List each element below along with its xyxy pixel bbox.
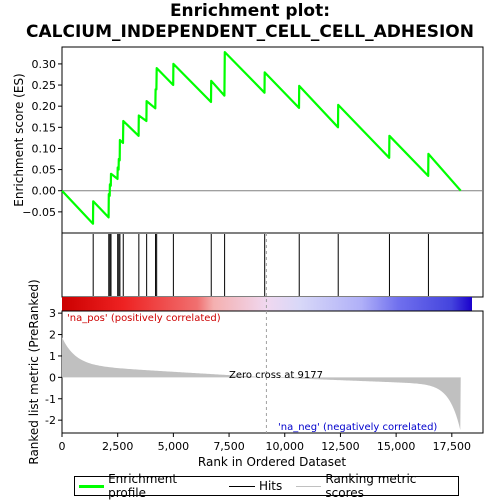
x-axis-label: Rank in Ordered Dataset xyxy=(198,455,346,469)
es-y-tick-label: 0.10 xyxy=(32,142,57,155)
x-tick-label: 0 xyxy=(59,440,66,453)
legend-label-hits: Hits xyxy=(259,479,282,493)
x-tick-label: 17,500 xyxy=(433,440,472,453)
metric-y-axis-label: Ranked list metric (PreRanked) xyxy=(27,279,41,464)
x-tick-label: 7,500 xyxy=(213,440,245,453)
legend-label-metric: Ranking metric scores xyxy=(325,472,454,500)
legend-label-enrichment: Enrichment profile xyxy=(108,472,215,500)
gray-line-icon xyxy=(296,486,321,487)
hits-panel xyxy=(62,233,483,297)
x-tick-label: 2,500 xyxy=(102,440,134,453)
legend-item-hits: Hits xyxy=(229,479,282,493)
es-panel xyxy=(62,47,483,233)
metric-y-axis: 3 2 1 0 -1 -2 xyxy=(45,307,62,427)
metric-y-tick-label: 2 xyxy=(49,329,56,342)
legend-item-metric: Ranking metric scores xyxy=(296,472,454,500)
x-tick-label: 12,500 xyxy=(321,440,360,453)
black-line-icon xyxy=(229,486,255,487)
green-line-icon xyxy=(79,485,104,488)
x-tick-label: 10,000 xyxy=(266,440,305,453)
metric-y-tick-label: 1 xyxy=(49,350,56,363)
legend: Enrichment profile Hits Ranking metric s… xyxy=(74,476,459,496)
legend-item-enrichment: Enrichment profile xyxy=(79,472,215,500)
es-y-axis: 0.30 0.25 0.20 0.15 0.10 0.05 0.00 −0.05 xyxy=(22,58,62,219)
na-pos-label: 'na_pos' (positively correlated) xyxy=(67,313,221,324)
es-y-tick-label: 0.25 xyxy=(32,79,57,92)
metric-y-tick-label: 0 xyxy=(49,371,56,384)
na-neg-label: 'na_neg' (negatively correlated) xyxy=(278,422,437,433)
es-y-tick-label: 0.20 xyxy=(32,100,57,113)
metric-y-tick-label: 3 xyxy=(49,307,56,320)
zero-cross-label: Zero cross at 9177 xyxy=(229,370,323,381)
metric-y-tick-label: -2 xyxy=(45,414,56,427)
es-y-tick-label: 0.15 xyxy=(32,121,57,134)
es-y-tick-label: 0.30 xyxy=(32,58,57,71)
rank-color-bar xyxy=(62,297,472,311)
x-axis: 0 2,500 5,000 7,500 10,000 12,500 15,000 17,500 xyxy=(59,433,472,453)
es-y-tick-label: 0.05 xyxy=(32,164,57,177)
metric-y-tick-label: -1 xyxy=(45,393,56,406)
es-y-tick-label: −0.05 xyxy=(22,206,56,219)
es-y-axis-label: Enrichment score (ES) xyxy=(12,73,26,206)
x-tick-label: 5,000 xyxy=(158,440,190,453)
x-tick-label: 15,000 xyxy=(377,440,416,453)
es-y-tick-label: 0.00 xyxy=(32,185,57,198)
